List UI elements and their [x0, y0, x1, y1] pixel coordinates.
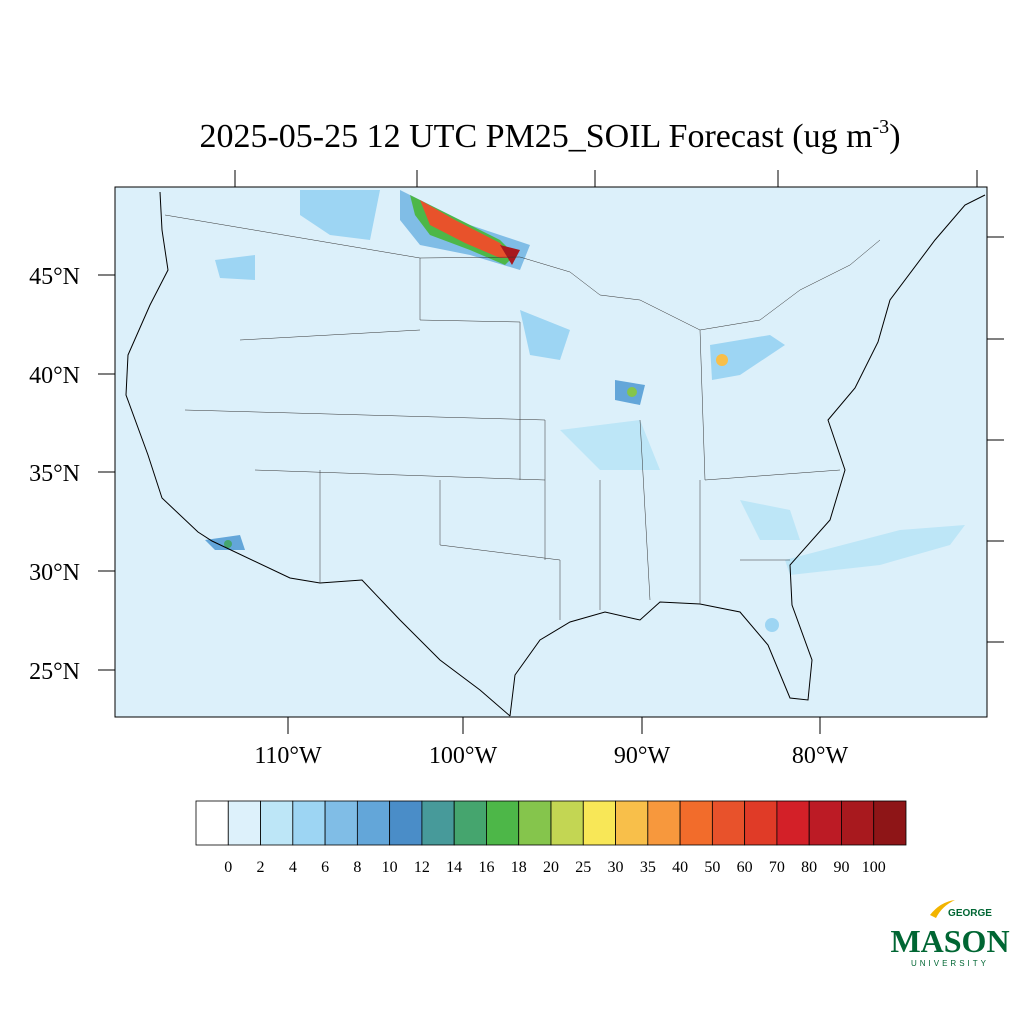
colorbar-swatch [647, 800, 681, 846]
colorbar-swatch [421, 800, 455, 846]
lon-labels: 110°W 100°W 90°W 80°W [254, 743, 848, 769]
colorbar-label: 40 [672, 859, 688, 876]
lon-label: 90°W [614, 743, 671, 769]
colorbar-label: 4 [289, 859, 297, 876]
lat-label: 25°N [29, 659, 80, 685]
colorbar-swatch [808, 800, 842, 846]
colorbar-label: 8 [353, 859, 361, 876]
colorbar-swatch [227, 800, 261, 846]
map-frame [114, 186, 988, 718]
colorbar-swatch [486, 800, 520, 846]
lon-label: 110°W [254, 743, 322, 769]
logo-bottom: UNIVERSITY [911, 959, 989, 968]
colorbar-label: 50 [704, 859, 720, 876]
colorbar-label: 2 [257, 859, 265, 876]
colorbar-swatch [324, 800, 358, 846]
colorbar-swatch [356, 800, 391, 846]
colorbar-swatch [389, 800, 423, 846]
colorbar-label: 6 [321, 859, 329, 876]
colorbar-label: 18 [511, 859, 527, 876]
colorbar-label: 30 [608, 859, 624, 876]
colorbar-swatch [744, 800, 778, 846]
colorbar-swatch [195, 800, 229, 846]
colorbar: 0 2 4 6 8 10 12 14 16 18 20 25 30 35 40 50 60 70 80 90 100 [195, 800, 907, 876]
colorbar-swatch [518, 800, 552, 846]
plumes [205, 190, 965, 632]
title-close: ) [889, 118, 900, 155]
lat-label: 40°N [29, 363, 80, 389]
logo: GEORGE MASON UNIVERSITY [890, 900, 1010, 968]
colorbar-label: 35 [640, 859, 656, 876]
lon-label: 80°W [792, 743, 849, 769]
map [98, 170, 1004, 734]
colorbar-swatch [582, 800, 616, 846]
colorbar-label: 25 [575, 859, 591, 876]
colorbar-label: 60 [737, 859, 753, 876]
colorbar-label: 16 [478, 859, 494, 876]
colorbar-swatch [292, 800, 326, 846]
title: 2025-05-25 12 UTC PM25_SOIL Forecast (ug… [199, 116, 900, 155]
colorbar-swatch [873, 800, 907, 846]
colorbar-swatch [615, 800, 649, 846]
colorbar-label: 10 [382, 859, 398, 876]
colorbar-label: 14 [446, 859, 462, 876]
colorbar-label: 12 [414, 859, 430, 876]
colorbar-swatch [679, 800, 713, 846]
logo-top: GEORGE [948, 908, 992, 919]
logo-main: MASON [890, 923, 1009, 959]
lat-label: 45°N [29, 264, 80, 290]
lat-label: 30°N [29, 560, 80, 586]
colorbar-swatch [550, 800, 584, 846]
lon-label: 100°W [429, 743, 498, 769]
colorbar-swatch [841, 800, 875, 846]
colorbar-swatch [453, 800, 487, 846]
lat-labels: 45°N 40°N 35°N 30°N 25°N [29, 264, 80, 685]
colorbar-label: 80 [801, 859, 817, 876]
colorbar-swatch [260, 800, 294, 846]
map-ticks [98, 170, 1004, 734]
colorbar-label: 0 [224, 859, 232, 876]
colorbar-label: 70 [769, 859, 785, 876]
colorbar-label: 90 [833, 859, 849, 876]
colorbar-label: 20 [543, 859, 559, 876]
colorbar-label: 100 [862, 859, 886, 876]
colorbar-swatch [776, 800, 810, 846]
title-sup: -3 [873, 116, 890, 138]
title-main: 2025-05-25 12 UTC PM25_SOIL Forecast (ug… [199, 118, 872, 155]
lat-label: 35°N [29, 461, 80, 487]
colorbar-swatch [711, 800, 746, 846]
